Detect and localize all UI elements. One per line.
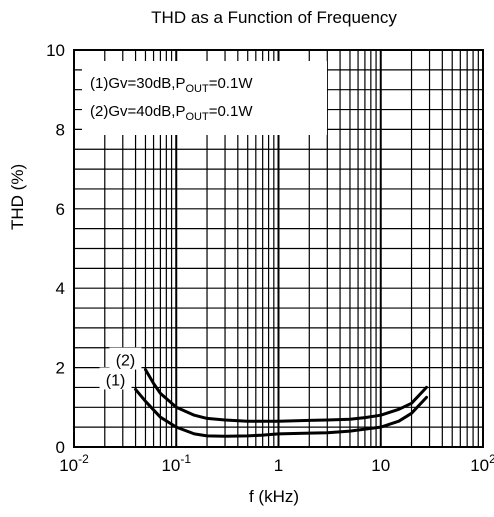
- y-tick-label: 0: [56, 438, 65, 457]
- y-tick-label: 8: [56, 120, 65, 139]
- y-tick-label: 10: [46, 41, 65, 60]
- x-tick-base: 10: [470, 456, 489, 475]
- x-tick-exponent: -2: [78, 452, 89, 466]
- series-label-background: [99, 367, 132, 390]
- y-tick-label: 4: [56, 279, 65, 298]
- legend-entry: (2)Gv=40dB,POUT=0.1W: [90, 103, 253, 123]
- series-line-1: [134, 387, 428, 438]
- y-tick-label: 6: [56, 200, 65, 219]
- x-tick-base: 10: [59, 456, 78, 475]
- legend-entry-text: =0.1W: [209, 75, 254, 92]
- chart-title: THD as a Function of Frequency: [151, 8, 397, 27]
- x-tick-label: 10-1: [161, 452, 191, 475]
- legend-entry-subscript: OUT: [185, 111, 209, 123]
- y-tick-label: 2: [56, 359, 65, 378]
- x-tick-base: 1: [274, 456, 283, 475]
- series-label-2: (2): [116, 353, 136, 370]
- legend-entry-subscript: OUT: [185, 83, 209, 95]
- x-tick-label: 1: [274, 456, 283, 475]
- x-tick-label: 10: [371, 456, 390, 475]
- x-tick-label: 102: [470, 452, 494, 475]
- x-tick-label: 10-2: [59, 452, 89, 475]
- x-axis-label: f (kHz): [248, 487, 300, 506]
- legend-entry-text: (1)Gv=30dB,P: [90, 75, 185, 92]
- series-label-1: (1): [106, 372, 126, 389]
- legend-entry: (1)Gv=30dB,POUT=0.1W: [90, 75, 253, 95]
- legend-box: [82, 61, 327, 135]
- x-tick-base: 10: [161, 456, 180, 475]
- x-tick-exponent: 2: [489, 452, 494, 466]
- legend-entry-text: (2)Gv=40dB,P: [90, 103, 185, 120]
- x-tick-base: 10: [371, 456, 390, 475]
- legend-entry-text: =0.1W: [209, 103, 254, 120]
- series-label-background: [109, 347, 142, 370]
- series-line-2: [144, 368, 428, 423]
- x-tick-exponent: -1: [180, 452, 191, 466]
